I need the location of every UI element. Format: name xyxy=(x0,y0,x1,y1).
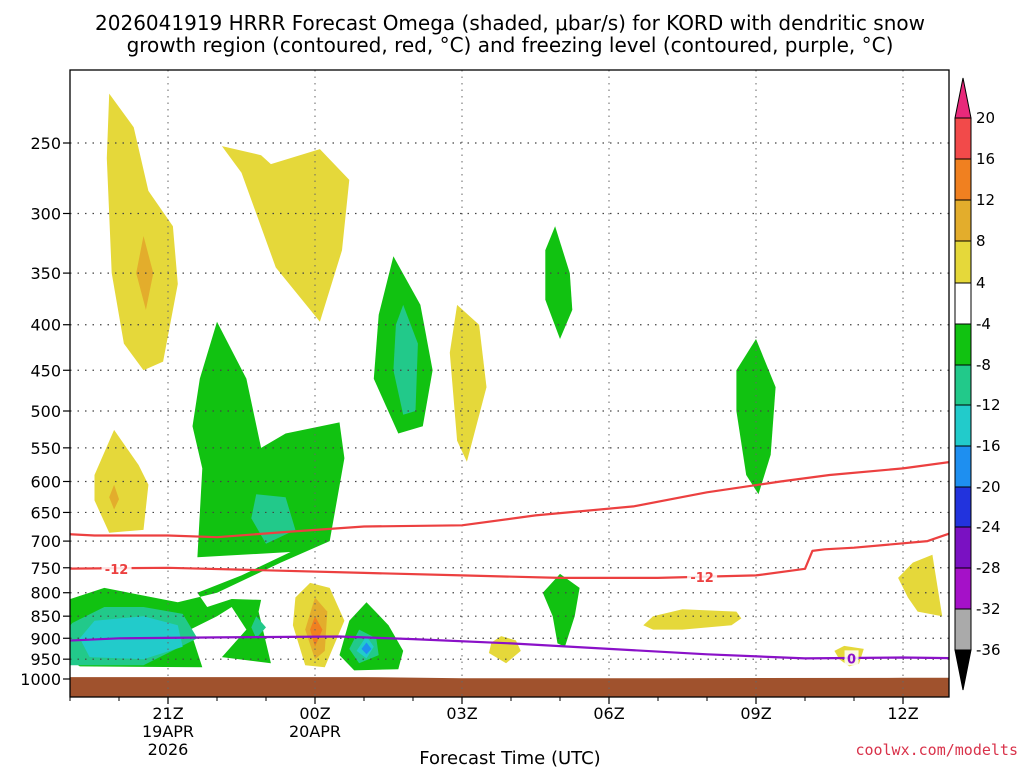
ytick-label-850: 850 xyxy=(30,607,61,626)
colorbar-label-6: -8 xyxy=(976,356,991,374)
ytick-label-250: 250 xyxy=(30,134,61,153)
xtick-label-0-1: 19APR xyxy=(142,722,194,741)
colorbar-band-7 xyxy=(955,405,971,446)
ytick-label-500: 500 xyxy=(30,402,61,421)
ground-fill xyxy=(70,677,949,697)
ytick-label-800: 800 xyxy=(30,584,61,603)
colorbar-label-1: 16 xyxy=(976,150,995,168)
ytick-label-1000: 1000 xyxy=(20,670,61,689)
colorbar-label-2: 12 xyxy=(976,191,995,209)
colorbar-label-11: -28 xyxy=(976,559,1001,577)
colorbar-label-12: -32 xyxy=(976,600,1001,618)
colorbar-label-8: -16 xyxy=(976,437,1001,455)
ytick-label-750: 750 xyxy=(30,559,61,578)
omega-region-0 xyxy=(106,93,178,371)
colorbar-label-13: -36 xyxy=(976,641,1001,659)
omega-region-2 xyxy=(221,146,350,322)
ytick-label-650: 650 xyxy=(30,503,61,522)
omega-region-23 xyxy=(643,609,742,630)
contour-labels: -12 -12 0 xyxy=(101,560,859,667)
xtick-label-1-0: 00Z xyxy=(299,704,330,723)
omega-region-22 xyxy=(542,573,580,647)
ytick-label-700: 700 xyxy=(30,532,61,551)
xtick-label-4-0: 09Z xyxy=(740,704,771,723)
colorbar-label-0: 20 xyxy=(976,109,995,127)
plot-frame xyxy=(69,69,950,698)
contour-label-bg-0 xyxy=(101,560,132,576)
omega-region-15 xyxy=(310,616,323,647)
ground-layer xyxy=(70,677,949,697)
ytick-label-400: 400 xyxy=(30,316,61,335)
ytick-label-300: 300 xyxy=(30,204,61,223)
colorbar-band-0 xyxy=(955,118,971,159)
colorbar-label-5: -4 xyxy=(976,315,991,333)
colorbar-band-1 xyxy=(955,159,971,200)
ytick-label-900: 900 xyxy=(30,629,61,648)
colorbar-label-3: 8 xyxy=(976,232,986,250)
omega-region-1 xyxy=(136,236,154,310)
omega-region-6 xyxy=(70,321,345,668)
colorbar-band-4 xyxy=(955,283,971,324)
x-axis-label: Forecast Time (UTC) xyxy=(419,748,600,768)
omega-region-19 xyxy=(361,642,372,655)
freezing-contour-2 xyxy=(70,635,949,660)
omega-region-24 xyxy=(736,339,776,495)
colorbar-band-3 xyxy=(955,241,971,283)
xtick-label-5-0: 12Z xyxy=(887,704,918,723)
colorbar-band-10 xyxy=(955,527,971,568)
ytick-label-950: 950 xyxy=(30,650,61,669)
omega-region-5 xyxy=(449,304,487,462)
xtick-label-1-1: 20APR xyxy=(289,722,341,741)
omega-region-26 xyxy=(898,554,943,617)
colorbar-label-10: -24 xyxy=(976,518,1001,536)
omega-region-3 xyxy=(94,429,149,533)
colorbar-band-5 xyxy=(955,324,971,365)
contour-label-0: -12 xyxy=(105,563,129,578)
omega-region-4 xyxy=(109,484,119,510)
colorbar-band-9 xyxy=(955,487,971,527)
dendritic-contour-1 xyxy=(70,532,949,580)
contour-label-bg-2 xyxy=(844,650,859,666)
colorbar-band-2 xyxy=(955,200,971,241)
xtick-label-3-0: 06Z xyxy=(593,704,624,723)
xtick-label-0-0: 21Z xyxy=(152,704,183,723)
colorbar: 20 16 12 8 4 -4 -8 -12 -16 -20 -24 -28 -32 -36 xyxy=(954,77,1001,691)
colorbar-label-7: -12 xyxy=(976,396,1001,414)
watermark: coolwx.com/modelts xyxy=(855,741,1018,759)
colorbar-label-9: -20 xyxy=(976,478,1001,496)
colorbar-band-11 xyxy=(955,568,971,609)
ytick-label-450: 450 xyxy=(30,361,61,380)
omega-region-12 xyxy=(393,304,418,415)
colorbar-bottom-arrow xyxy=(954,649,972,691)
colorbar-band-12 xyxy=(955,609,971,650)
contour-label-bg-1 xyxy=(687,568,718,584)
dendritic-contour-0 xyxy=(70,460,949,539)
omega-region-20 xyxy=(488,636,521,664)
xtick-label-2-0: 03Z xyxy=(446,704,477,723)
chart-title-line1: 2026041919 HRRR Forecast Omega (shaded, … xyxy=(95,11,925,35)
ytick-label-600: 600 xyxy=(30,472,61,491)
grid xyxy=(70,70,949,697)
omega-region-10 xyxy=(251,616,266,639)
colorbar-top-arrow xyxy=(954,77,972,119)
pressure-axis: 250 300 350 400 450 500 550 600 650 700 750 800 850 9… xyxy=(20,134,70,689)
chart-title-line2: growth region (contoured, red, °C) and f… xyxy=(127,33,894,57)
xtick-label-0-2: 2026 xyxy=(148,740,189,759)
colorbar-band-8 xyxy=(955,446,971,487)
contour-label-1: -12 xyxy=(690,571,714,586)
ytick-label-350: 350 xyxy=(30,264,61,283)
colorbar-band-6 xyxy=(955,365,971,405)
omega-region-21 xyxy=(545,226,573,339)
colorbar-label-4: 4 xyxy=(976,274,986,292)
contour-label-2: 0 xyxy=(847,652,856,667)
ytick-label-550: 550 xyxy=(30,439,61,458)
